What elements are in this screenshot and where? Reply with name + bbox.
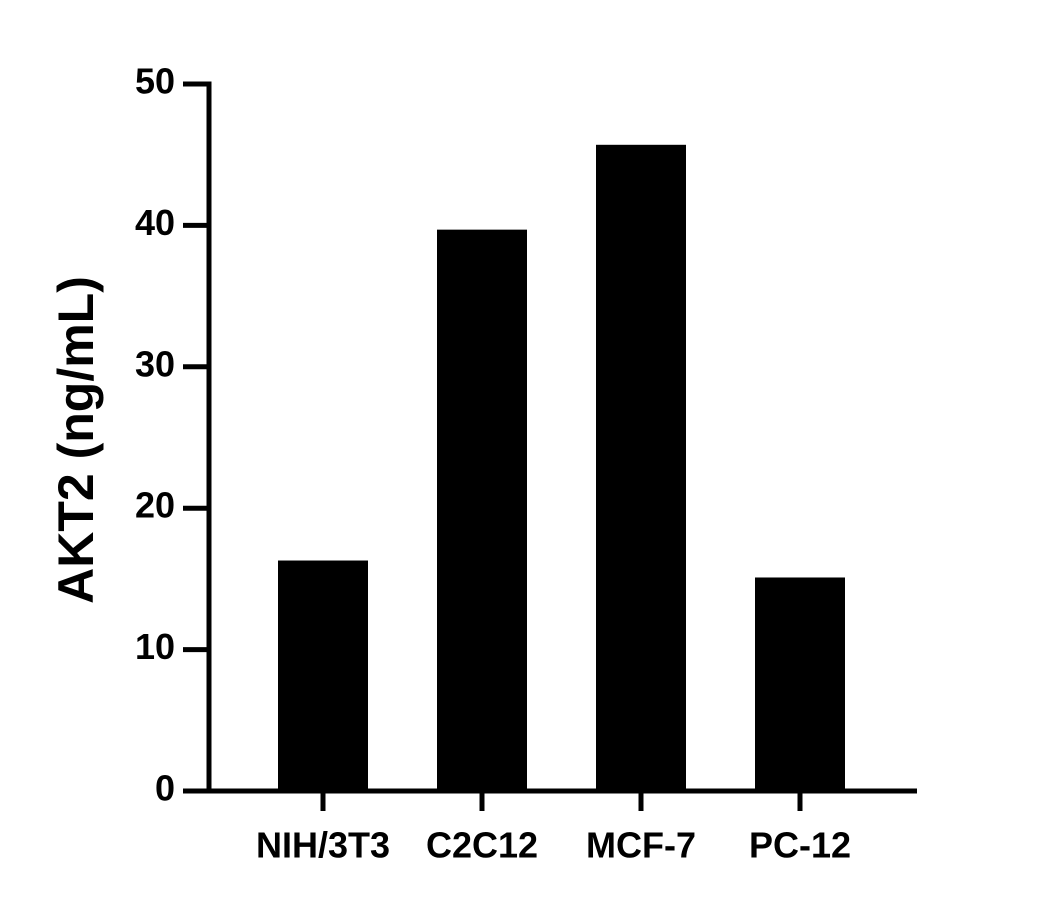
bar <box>596 144 686 791</box>
x-tick-label: PC-12 <box>749 825 851 866</box>
y-tick-label: 0 <box>155 768 175 809</box>
y-tick-label: 50 <box>135 61 175 102</box>
x-tick-label: NIH/3T3 <box>256 825 390 866</box>
y-axis-label: AKT2 (ng/mL) <box>48 276 104 604</box>
x-tick-label: C2C12 <box>426 825 538 866</box>
x-tick-label: MCF-7 <box>586 825 696 866</box>
y-tick-label: 30 <box>135 343 175 384</box>
bar <box>755 577 845 791</box>
y-tick-label: 40 <box>135 202 175 243</box>
y-tick-label: 20 <box>135 485 175 526</box>
y-tick-label: 10 <box>135 626 175 667</box>
bar <box>278 560 368 791</box>
bar <box>437 229 527 792</box>
